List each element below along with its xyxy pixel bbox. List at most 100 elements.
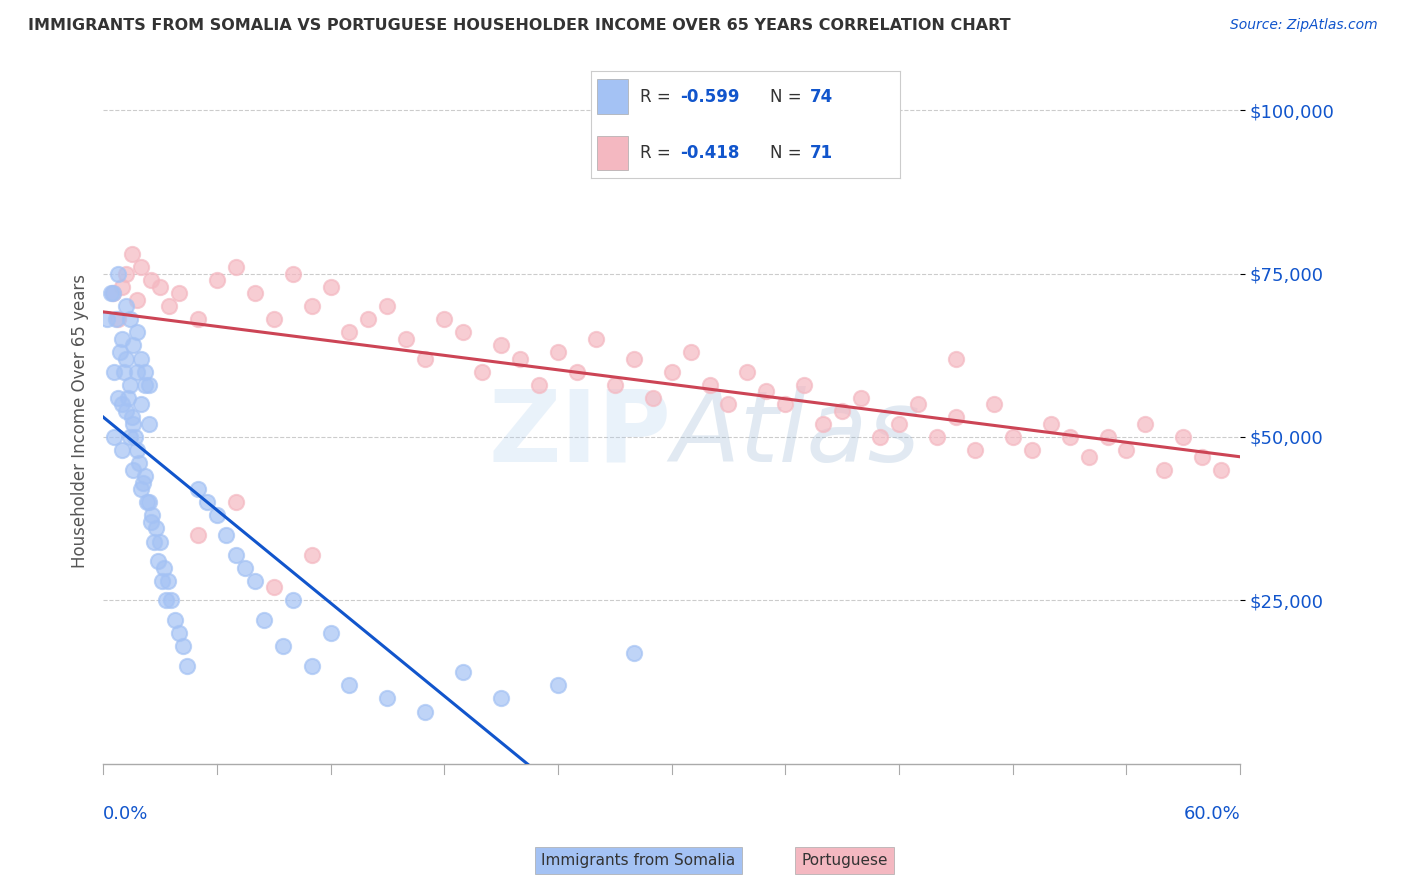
- Point: [167, 626, 190, 640]
- Point: [156, 574, 179, 588]
- Point: [527, 377, 550, 392]
- Point: [134, 377, 156, 392]
- Point: [187, 312, 209, 326]
- Point: [115, 299, 138, 313]
- Point: [623, 646, 645, 660]
- Point: [849, 391, 872, 405]
- Point: [150, 574, 173, 588]
- Point: [112, 365, 135, 379]
- Point: [243, 286, 266, 301]
- Point: [159, 299, 181, 313]
- Point: [129, 260, 152, 274]
- Point: [565, 365, 588, 379]
- Point: [225, 495, 247, 509]
- Point: [319, 279, 342, 293]
- Point: [1211, 463, 1233, 477]
- Text: 71: 71: [810, 145, 834, 162]
- Point: [1115, 443, 1137, 458]
- Point: [152, 560, 174, 574]
- Point: [103, 430, 125, 444]
- Point: [111, 443, 134, 458]
- Point: [585, 332, 607, 346]
- Point: [127, 443, 149, 458]
- Point: [107, 267, 129, 281]
- Point: [143, 534, 166, 549]
- Point: [187, 483, 209, 497]
- Point: [547, 345, 569, 359]
- Point: [489, 691, 512, 706]
- Point: [1173, 430, 1195, 444]
- Point: [1097, 430, 1119, 444]
- Point: [127, 365, 149, 379]
- Point: [339, 678, 361, 692]
- Point: [155, 593, 177, 607]
- Point: [205, 273, 228, 287]
- Point: [129, 483, 152, 497]
- Point: [377, 299, 399, 313]
- Point: [138, 417, 160, 431]
- Point: [641, 391, 664, 405]
- Point: [1153, 463, 1175, 477]
- Point: [623, 351, 645, 366]
- Point: [101, 286, 124, 301]
- Point: [111, 332, 134, 346]
- Point: [755, 384, 778, 399]
- Point: [945, 410, 967, 425]
- FancyBboxPatch shape: [596, 136, 627, 170]
- Point: [139, 515, 162, 529]
- Point: [547, 678, 569, 692]
- Point: [717, 397, 740, 411]
- Point: [122, 417, 145, 431]
- Point: [115, 351, 138, 366]
- Text: R =: R =: [640, 145, 676, 162]
- Point: [117, 391, 139, 405]
- Text: IMMIGRANTS FROM SOMALIA VS PORTUGUESE HOUSEHOLDER INCOME OVER 65 YEARS CORRELATI: IMMIGRANTS FROM SOMALIA VS PORTUGUESE HO…: [28, 18, 1011, 33]
- Point: [271, 639, 294, 653]
- Point: [301, 658, 323, 673]
- Point: [176, 658, 198, 673]
- Point: [172, 639, 194, 653]
- Point: [301, 299, 323, 313]
- Point: [145, 521, 167, 535]
- FancyBboxPatch shape: [596, 79, 627, 114]
- Point: [100, 286, 122, 301]
- Point: [357, 312, 380, 326]
- Point: [101, 286, 124, 301]
- Point: [433, 312, 456, 326]
- Text: Immigrants from Somalia: Immigrants from Somalia: [541, 854, 735, 868]
- Point: [149, 534, 172, 549]
- Point: [831, 404, 853, 418]
- Point: [134, 365, 156, 379]
- Point: [146, 554, 169, 568]
- Point: [377, 691, 399, 706]
- Point: [907, 397, 929, 411]
- Point: [195, 495, 218, 509]
- Text: 60.0%: 60.0%: [1184, 805, 1240, 823]
- Point: [165, 613, 187, 627]
- Point: [945, 351, 967, 366]
- Point: [887, 417, 910, 431]
- Point: [187, 528, 209, 542]
- Point: [122, 463, 145, 477]
- Point: [451, 665, 474, 680]
- Point: [1059, 430, 1081, 444]
- Point: [105, 312, 128, 326]
- Point: [1001, 430, 1024, 444]
- Point: [225, 548, 247, 562]
- Point: [813, 417, 835, 431]
- Point: [138, 377, 160, 392]
- Point: [395, 332, 418, 346]
- Point: [111, 397, 134, 411]
- Point: [233, 560, 256, 574]
- Point: [129, 397, 152, 411]
- Point: [108, 345, 131, 359]
- Point: [96, 312, 118, 326]
- Point: [121, 247, 143, 261]
- Point: [1135, 417, 1157, 431]
- Point: [118, 377, 141, 392]
- Point: [661, 365, 683, 379]
- Point: [127, 293, 149, 307]
- Point: [122, 338, 145, 352]
- Point: [115, 404, 138, 418]
- Text: N =: N =: [770, 88, 807, 106]
